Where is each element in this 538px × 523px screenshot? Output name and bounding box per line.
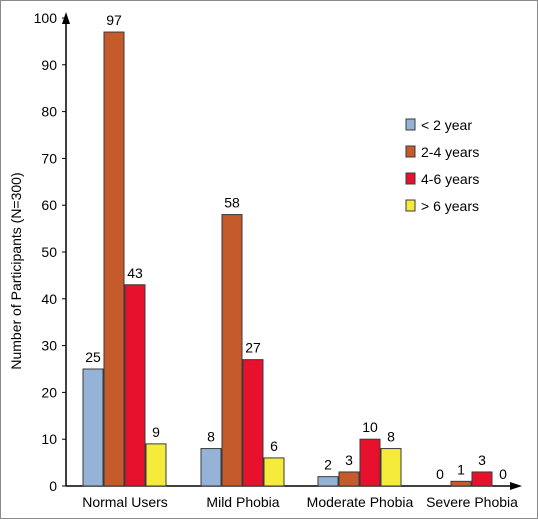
- data-label: 8: [387, 429, 395, 445]
- data-label: 1: [457, 461, 465, 477]
- legend-swatch: [405, 172, 416, 185]
- data-label: 27: [245, 340, 261, 356]
- bar: [263, 457, 285, 487]
- data-label: 3: [345, 452, 353, 468]
- bar: [242, 359, 264, 487]
- bar: [450, 480, 472, 487]
- data-label: 6: [270, 438, 278, 454]
- data-label: 58: [224, 195, 240, 211]
- y-tick-label: 20: [41, 384, 57, 400]
- data-label: 10: [362, 419, 378, 435]
- y-tick-label: 80: [41, 104, 57, 120]
- bar: [359, 438, 381, 487]
- bar: [380, 448, 402, 487]
- data-label: 43: [127, 265, 143, 281]
- bar: [471, 471, 493, 487]
- y-axis-title: Number of Participants (N=300): [8, 172, 24, 369]
- data-label: 0: [436, 466, 444, 482]
- y-tick-label: 70: [41, 150, 57, 166]
- data-label: 97: [106, 12, 122, 28]
- legend-swatch: [405, 199, 416, 212]
- y-tick-label: 50: [41, 244, 57, 260]
- bar: [103, 31, 125, 487]
- legend-swatch: [405, 118, 416, 131]
- category-label: Mild Phobia: [206, 494, 279, 510]
- bar: [317, 476, 339, 487]
- x-axis-arrow: [510, 482, 522, 490]
- category-label: Severe Phobia: [426, 494, 518, 510]
- data-label: 2: [324, 457, 332, 473]
- legend-label: > 6 years: [421, 198, 479, 214]
- y-tick-label: 60: [41, 197, 57, 213]
- bar: [124, 284, 146, 487]
- y-tick-label: 30: [41, 338, 57, 354]
- category-label: Normal Users: [82, 494, 168, 510]
- data-label: 8: [207, 429, 215, 445]
- legend-label: 4-6 years: [421, 171, 479, 187]
- y-tick-label: 10: [41, 431, 57, 447]
- bar: [145, 443, 167, 487]
- bar: [200, 448, 222, 487]
- bar: [338, 471, 360, 487]
- data-label: 3: [478, 452, 486, 468]
- legend-label: < 2 year: [421, 117, 472, 133]
- bar: [221, 214, 243, 487]
- y-tick-label: 40: [41, 291, 57, 307]
- y-tick-label: 0: [49, 478, 57, 494]
- bar: [82, 368, 104, 487]
- y-tick-label: 100: [34, 10, 58, 26]
- data-label: 0: [499, 466, 507, 482]
- data-label: 9: [152, 424, 160, 440]
- y-tick-label: 90: [41, 57, 57, 73]
- data-label: 25: [85, 349, 101, 365]
- category-label: Moderate Phobia: [307, 494, 414, 510]
- legend-label: 2-4 years: [421, 144, 479, 160]
- legend-swatch: [405, 145, 416, 158]
